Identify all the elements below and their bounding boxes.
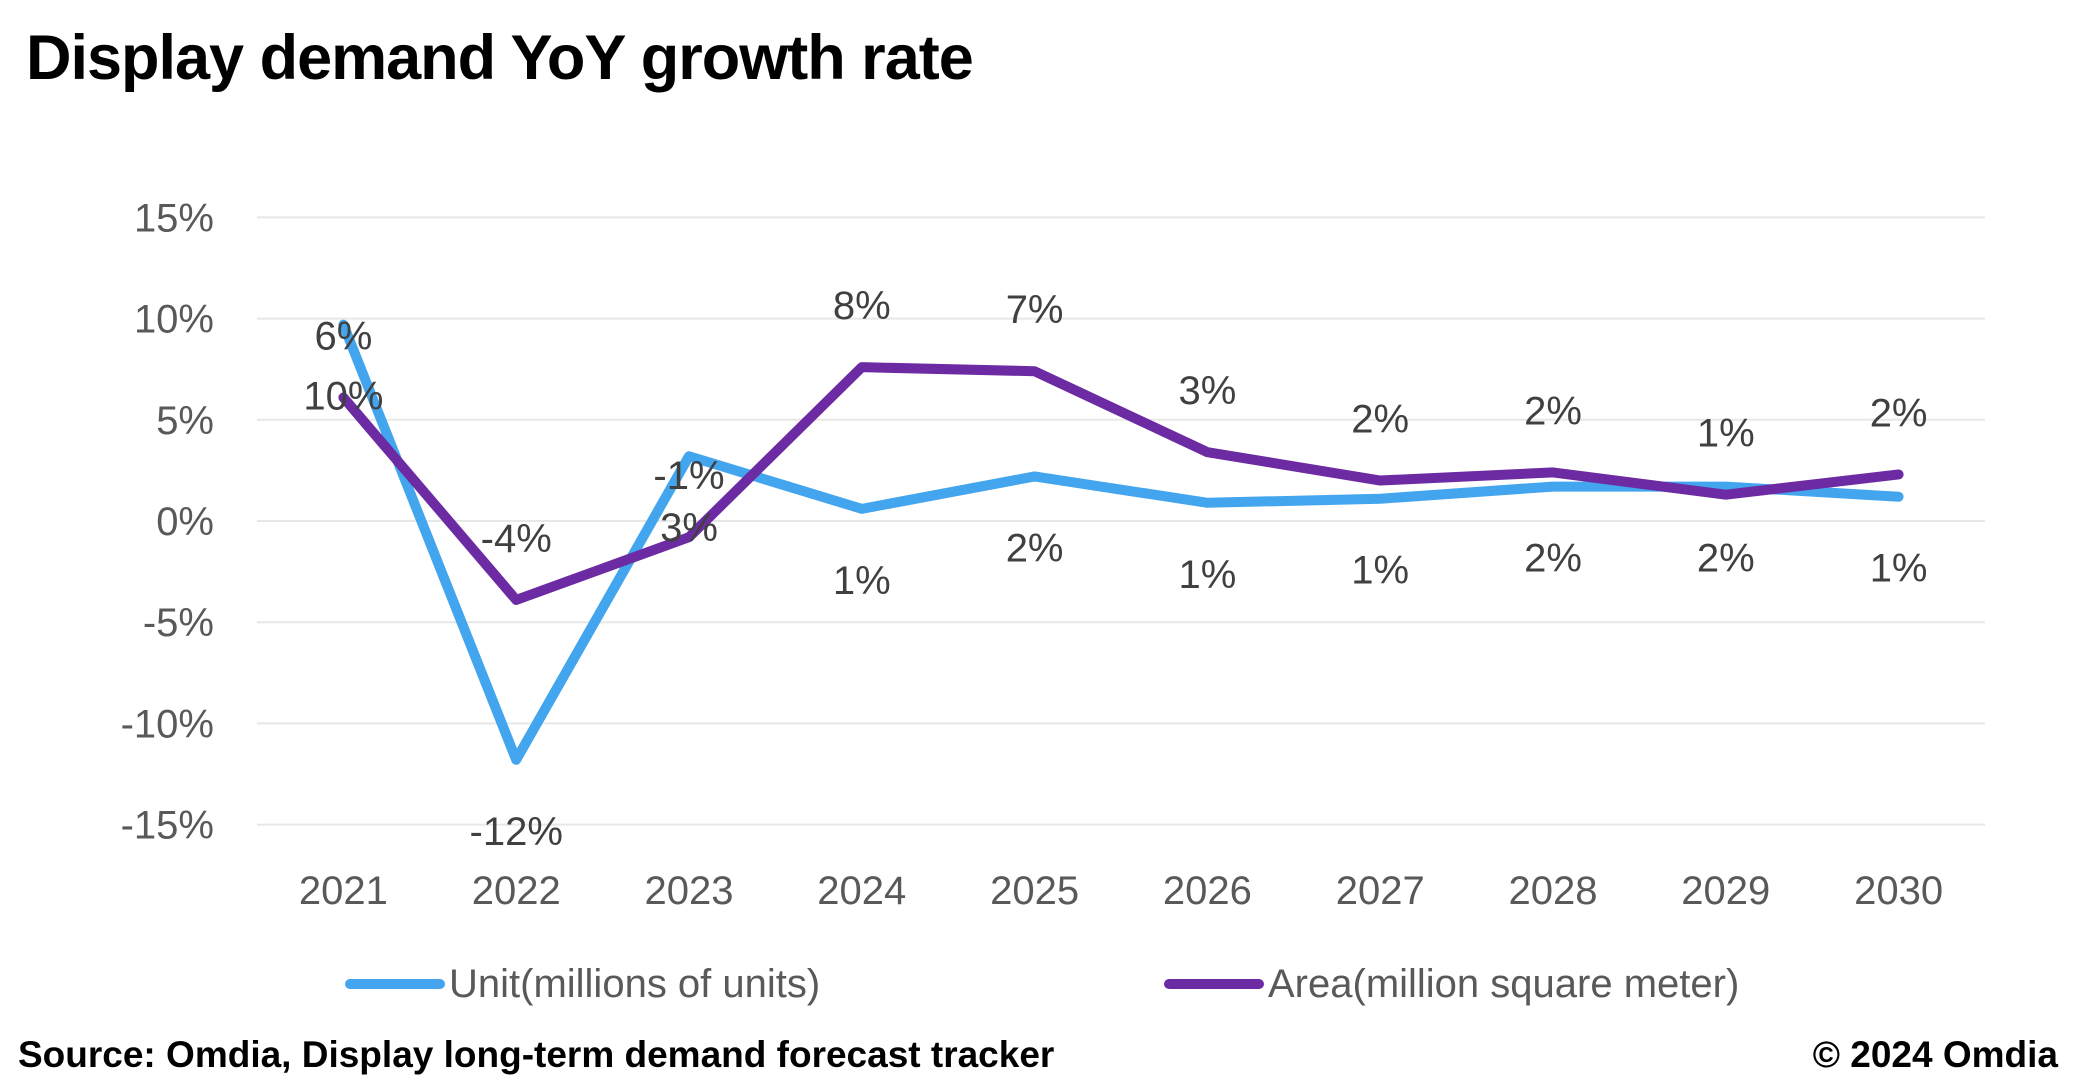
data-label: 2% xyxy=(1524,389,1582,433)
data-label: 1% xyxy=(833,559,891,603)
unit-series-swatch xyxy=(345,979,445,989)
data-label: 2% xyxy=(1870,391,1928,435)
area-series-line xyxy=(338,362,1904,605)
x-axis-tick-label: 2025 xyxy=(990,869,1079,913)
data-label: 1% xyxy=(1870,547,1928,591)
data-label: 1% xyxy=(1351,549,1409,593)
x-axis-tick-label: 2026 xyxy=(1163,869,1252,913)
data-label: -12% xyxy=(470,810,563,854)
data-label: -4% xyxy=(481,517,552,561)
y-axis-tick-label: -10% xyxy=(121,702,214,746)
data-label: 8% xyxy=(833,284,891,328)
x-axis-tick-label: 2021 xyxy=(299,869,388,913)
source-note: Source: Omdia, Display long-term demand … xyxy=(18,1034,1055,1075)
y-axis-tick-label: 0% xyxy=(156,500,214,544)
unit-series-line xyxy=(338,319,1904,765)
y-axis-tick-label: 5% xyxy=(156,399,214,443)
y-axis-tick-label: 10% xyxy=(134,298,214,342)
x-axis-tick-label: 2024 xyxy=(817,869,906,913)
x-axis-tick-label: 2022 xyxy=(472,869,561,913)
page-title: Display demand YoY growth rate xyxy=(26,23,974,93)
y-axis-tick-label: 15% xyxy=(134,196,214,240)
x-axis-tick-label: 2028 xyxy=(1509,869,1598,913)
data-label: 2% xyxy=(1006,526,1064,570)
data-label: 10% xyxy=(303,375,383,419)
legend-label-unit: Unit(millions of units) xyxy=(449,961,821,1006)
area-series-swatch xyxy=(1164,979,1264,989)
data-label: 3% xyxy=(660,506,718,550)
data-label: 1% xyxy=(1697,412,1755,456)
copyright-note: © 2024 Omdia xyxy=(1812,1034,2058,1075)
x-axis-tick-label: 2027 xyxy=(1336,869,1425,913)
x-axis-tick-label: 2030 xyxy=(1854,869,1943,913)
y-axis-tick-label: -15% xyxy=(121,804,214,848)
chart-legend: Unit(millions of units) Area(million squ… xyxy=(0,962,2076,1006)
x-axis-tick-label: 2023 xyxy=(645,869,734,913)
data-label: 2% xyxy=(1351,398,1409,442)
data-label: 1% xyxy=(1178,553,1236,597)
y-axis-tick-label: -5% xyxy=(143,601,214,645)
data-label: -1% xyxy=(653,454,724,498)
legend-item-area: Area(million square meter) xyxy=(1164,962,1739,1006)
legend-item-unit: Unit(millions of units) xyxy=(345,962,820,1006)
footer: Source: Omdia, Display long-term demand … xyxy=(0,1034,2076,1084)
x-axis-tick-label: 2029 xyxy=(1681,869,1770,913)
data-label: 3% xyxy=(1178,369,1236,413)
data-label: 6% xyxy=(314,315,372,359)
data-label: 2% xyxy=(1697,537,1755,581)
data-label: 7% xyxy=(1006,288,1064,332)
data-label: 2% xyxy=(1524,537,1582,581)
legend-label-area: Area(million square meter) xyxy=(1268,961,1740,1006)
